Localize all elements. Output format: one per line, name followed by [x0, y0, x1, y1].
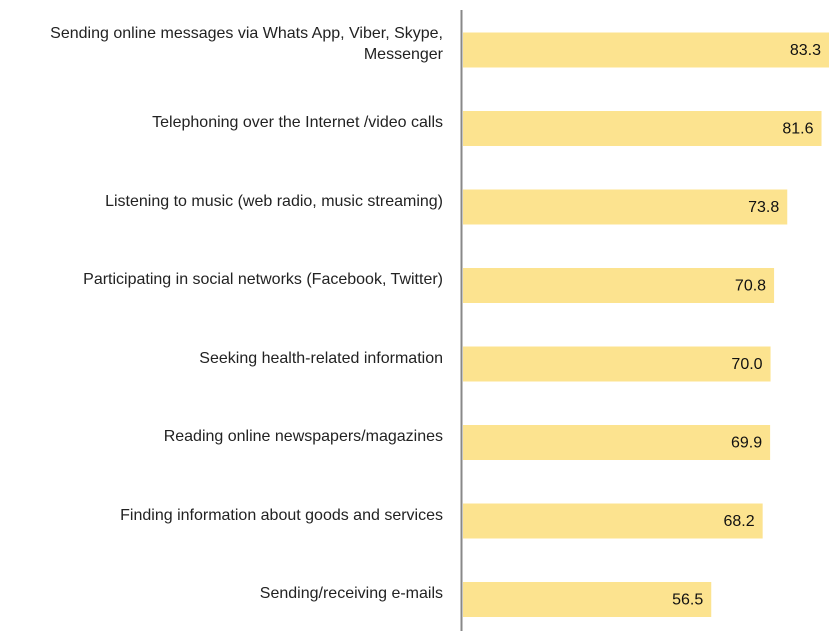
category-label: Finding information about goods and serv…	[120, 506, 443, 524]
value-label: 68.2	[724, 513, 755, 530]
bar	[463, 268, 775, 303]
value-label: 73.8	[748, 199, 779, 216]
category-label: Listening to music (web radio, music str…	[105, 192, 443, 210]
bar	[463, 32, 829, 68]
value-label: 70.8	[735, 278, 766, 295]
category-label: Reading online newspapers/magazines	[163, 428, 443, 445]
category-label: Telephoning over the Internet /video cal…	[152, 114, 443, 131]
bar	[463, 189, 788, 225]
value-label: 83.3	[790, 42, 821, 59]
value-label: 70.0	[731, 356, 762, 373]
bar	[463, 346, 771, 382]
bar	[463, 582, 712, 617]
value-label: 81.6	[782, 121, 813, 138]
bar	[463, 425, 771, 460]
bar	[463, 503, 763, 539]
value-label: 56.5	[672, 592, 703, 609]
value-label: 69.9	[731, 435, 762, 452]
category-label: Sending/receiving e-mails	[259, 585, 443, 602]
bar	[463, 111, 822, 146]
category-label: Participating in social networks (Facebo…	[83, 271, 443, 288]
category-label: Sending online messages via Whats App, V…	[50, 25, 443, 63]
category-label: Seeking health-related information	[199, 349, 443, 367]
